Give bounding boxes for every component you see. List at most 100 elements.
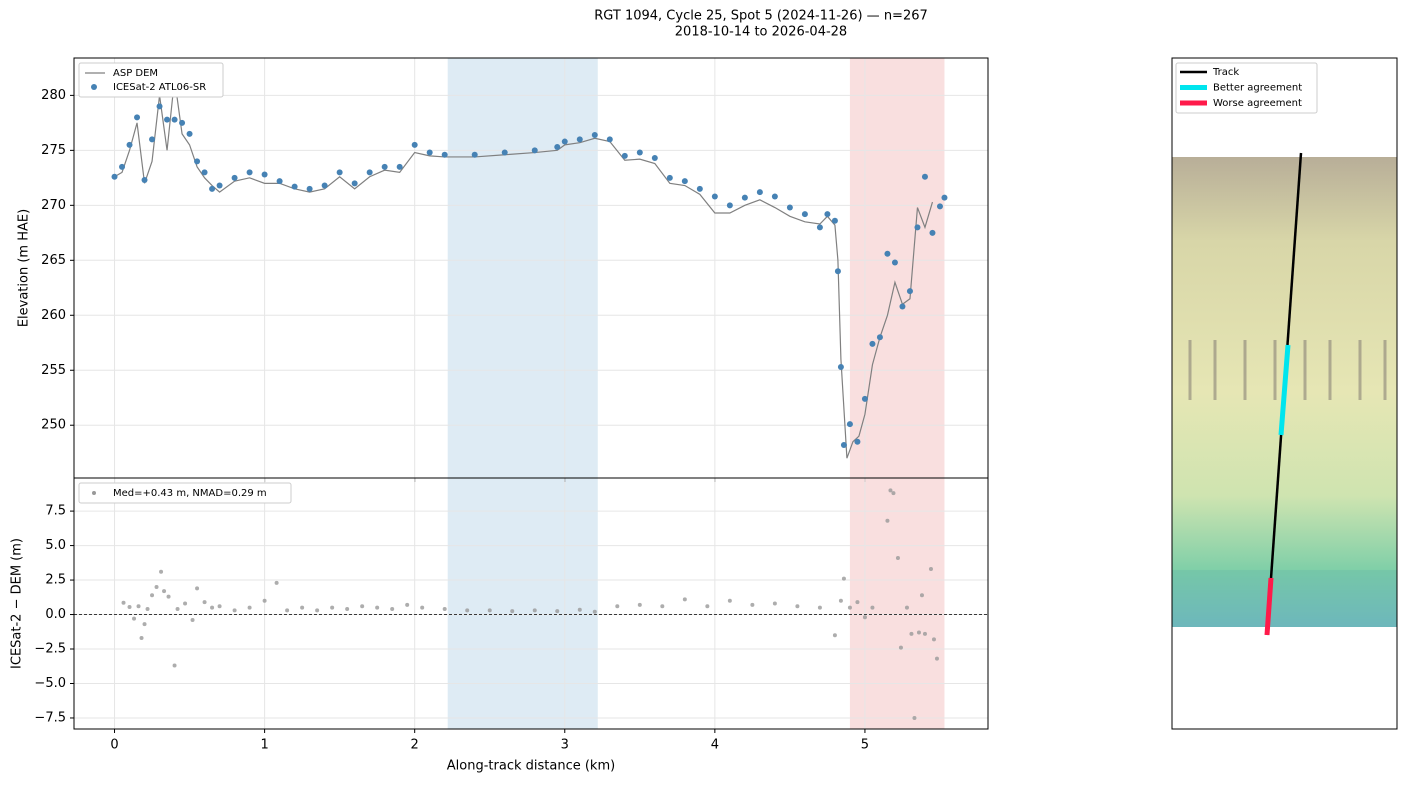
point — [801, 211, 808, 218]
point — [891, 259, 898, 266]
point — [931, 637, 936, 642]
point — [899, 303, 906, 310]
point — [285, 608, 290, 613]
y-tick-label: 0.0 — [45, 607, 66, 622]
y-tick-label: −5.0 — [34, 676, 66, 691]
point — [895, 555, 900, 560]
point — [360, 604, 365, 609]
point — [262, 598, 267, 603]
point — [682, 597, 687, 602]
legend-box — [78, 62, 224, 98]
point — [261, 171, 268, 178]
point — [156, 103, 163, 110]
point — [246, 169, 253, 176]
point — [727, 598, 732, 603]
point — [741, 194, 748, 201]
point — [247, 605, 252, 610]
point — [838, 598, 843, 603]
point — [142, 622, 147, 627]
point — [592, 609, 597, 614]
point — [145, 607, 150, 612]
chart-subtitle: 2018-10-14 to 2026-04-28 — [675, 25, 847, 40]
point — [232, 608, 237, 613]
point — [162, 589, 167, 594]
point — [816, 224, 823, 231]
point — [405, 602, 410, 607]
legend-box — [78, 482, 292, 504]
point — [855, 600, 860, 605]
point — [172, 663, 177, 668]
point — [291, 183, 298, 190]
point — [696, 185, 703, 192]
point — [876, 334, 883, 341]
point — [922, 631, 927, 636]
x-tick-label: 1 — [260, 738, 268, 753]
point — [862, 615, 867, 620]
y-tick-label: 255 — [41, 363, 66, 378]
point — [919, 593, 924, 598]
y-axis-label: ICESat-2 − DEM (m) — [10, 538, 25, 669]
point — [381, 163, 388, 170]
shaded-region — [447, 478, 598, 729]
point — [824, 211, 831, 218]
point — [636, 149, 643, 156]
point — [854, 438, 861, 445]
point — [274, 580, 279, 585]
point — [330, 605, 335, 610]
point — [121, 600, 126, 605]
point — [366, 169, 373, 176]
y-tick-label: 5.0 — [45, 538, 66, 553]
y-axis-label: Elevation (m HAE) — [17, 209, 32, 327]
point — [210, 605, 215, 610]
point — [916, 630, 921, 635]
point — [276, 178, 283, 185]
legend-box — [1175, 62, 1318, 114]
point — [465, 608, 470, 613]
dem-line — [114, 78, 934, 459]
point — [711, 193, 718, 200]
point — [315, 608, 320, 613]
point — [532, 608, 537, 613]
point — [914, 224, 921, 231]
point — [885, 518, 890, 523]
axes-frame — [73, 477, 989, 730]
y-tick-label: 7.5 — [45, 504, 66, 519]
point — [750, 602, 755, 607]
point — [134, 114, 141, 121]
point — [772, 601, 777, 606]
point — [375, 605, 380, 610]
point — [832, 633, 837, 638]
y-tick-label: 275 — [41, 143, 66, 158]
point — [183, 601, 188, 606]
point — [150, 593, 155, 598]
point — [726, 202, 733, 209]
point — [306, 185, 313, 192]
point — [420, 605, 425, 610]
x-tick-label: 0 — [110, 738, 118, 753]
point — [132, 616, 137, 621]
x-tick-label: 2 — [411, 738, 419, 753]
point — [126, 141, 133, 148]
point — [411, 141, 418, 148]
point — [111, 173, 118, 180]
point — [651, 155, 658, 162]
point — [841, 576, 846, 581]
legend-label: Worse agreement — [1213, 98, 1302, 109]
point — [909, 631, 914, 636]
x-tick-label: 4 — [711, 738, 719, 753]
point — [127, 604, 132, 609]
point — [487, 608, 492, 613]
map-water — [1172, 570, 1397, 627]
point — [621, 152, 628, 159]
point — [840, 442, 847, 449]
y-tick-label: 250 — [41, 418, 66, 433]
legend-swatch — [92, 491, 96, 495]
point — [681, 178, 688, 185]
point — [201, 169, 208, 176]
point — [390, 607, 395, 612]
point — [921, 173, 928, 180]
point — [831, 217, 838, 224]
chart-title: RGT 1094, Cycle 25, Spot 5 (2024-11-26) … — [594, 9, 928, 24]
y-tick-label: 280 — [41, 88, 66, 103]
